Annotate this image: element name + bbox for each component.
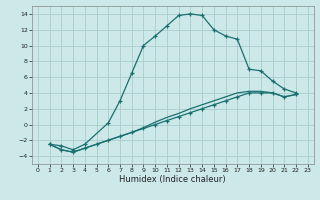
X-axis label: Humidex (Indice chaleur): Humidex (Indice chaleur) [119,175,226,184]
